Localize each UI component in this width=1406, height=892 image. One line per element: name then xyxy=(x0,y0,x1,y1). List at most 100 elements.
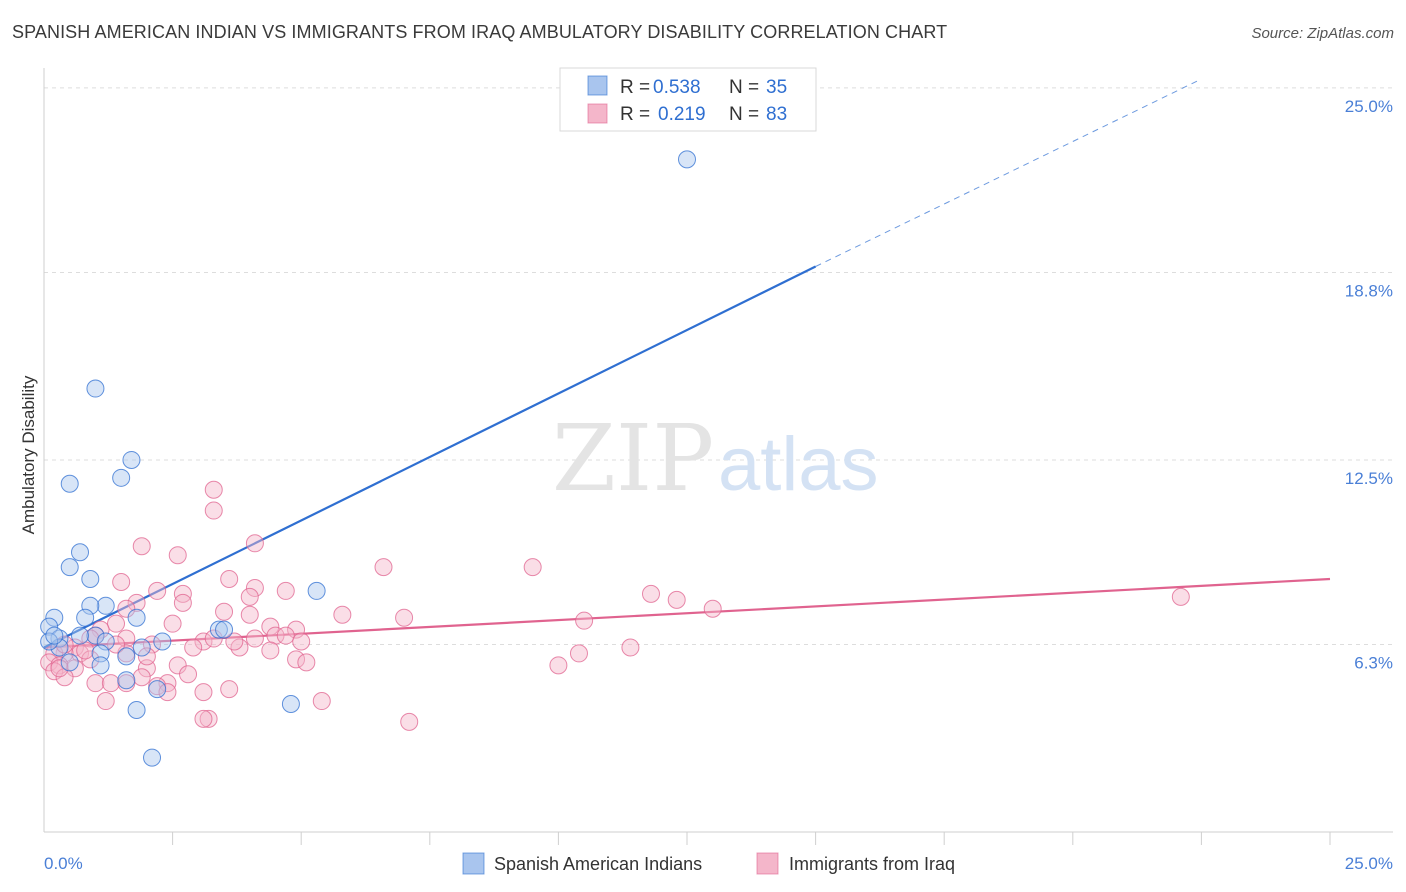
trendline-spanish-american-indians xyxy=(43,265,817,649)
legend-n-value-2: 83 xyxy=(766,104,787,125)
iraq-point-9 xyxy=(245,578,264,597)
iraq-point-5 xyxy=(374,558,393,577)
iraq-point-26 xyxy=(163,614,182,633)
iraq-point-71 xyxy=(158,683,177,702)
legend-r-value-2: 0.219 xyxy=(658,104,706,125)
legend-r-label-2: R = xyxy=(620,104,650,125)
iraq-point-55 xyxy=(168,656,187,675)
iraq-point-44 xyxy=(261,641,280,660)
y-axis-title: Ambulatory Disability xyxy=(19,375,38,534)
x-tick-label-right: 25.0% xyxy=(1345,854,1393,873)
iraq-point-8 xyxy=(220,570,239,589)
iraq-point-62 xyxy=(132,668,151,687)
spanish-american-indian-point-21 xyxy=(153,632,172,651)
iraq-point-63 xyxy=(50,659,69,678)
bottom-legend-label-pink: Immigrants from Iraq xyxy=(789,854,955,874)
iraq-point-69 xyxy=(194,683,213,702)
iraq-point-52 xyxy=(297,653,316,672)
iraq-point-29 xyxy=(287,620,306,639)
spanish-american-indian-point-19 xyxy=(209,620,228,639)
series-immigrants-from-iraq xyxy=(40,480,1190,731)
iraq-point-59 xyxy=(45,662,64,681)
iraq-point-23 xyxy=(333,605,352,624)
iraq-point-50 xyxy=(81,650,100,669)
legend-r-value-1: 0.538 xyxy=(653,77,701,98)
spanish-american-indian-point-13 xyxy=(45,608,64,627)
spanish-american-indian-point-33 xyxy=(40,632,59,651)
iraq-point-80 xyxy=(137,647,156,666)
iraq-point-51 xyxy=(287,650,306,669)
spanish-american-indian-point-32 xyxy=(143,748,162,767)
trendlines xyxy=(43,78,1331,649)
iraq-point-64 xyxy=(220,680,239,699)
iraq-point-56 xyxy=(549,656,568,675)
spanish-american-indian-point-20 xyxy=(215,620,234,639)
iraq-point-72 xyxy=(96,692,115,711)
iraq-point-25 xyxy=(575,611,594,630)
iraq-point-33 xyxy=(276,626,295,645)
iraq-point-22 xyxy=(240,605,259,624)
iraq-point-3 xyxy=(132,537,151,556)
spanish-american-indian-point-5 xyxy=(71,543,90,562)
spanish-american-indian-point-8 xyxy=(307,581,326,600)
iraq-point-17 xyxy=(173,593,192,612)
spanish-american-indian-point-18 xyxy=(71,626,90,645)
iraq-point-42 xyxy=(621,638,640,657)
spanish-american-indian-point-26 xyxy=(91,656,110,675)
iraq-point-13 xyxy=(641,584,660,603)
iraq-point-82 xyxy=(225,632,244,651)
iraq-point-18 xyxy=(127,593,146,612)
x-ticks xyxy=(172,832,1331,845)
watermark-atlas: atlas xyxy=(718,422,879,507)
legend-swatch-blue xyxy=(587,75,608,96)
chart-title: SPANISH AMERICAN INDIAN VS IMMIGRANTS FR… xyxy=(12,22,948,42)
watermark-zip: ZIP xyxy=(552,405,714,512)
y-tick-labels: 6.3% 12.5% 18.8% 25.0% xyxy=(1345,97,1393,673)
iraq-point-6 xyxy=(523,558,542,577)
iraq-point-68 xyxy=(101,674,120,693)
iraq-point-4 xyxy=(168,546,187,565)
spanish-american-indian-point-30 xyxy=(281,695,300,714)
iraq-point-10 xyxy=(276,581,295,600)
spanish-american-indian-point-2 xyxy=(122,450,141,469)
iraq-point-0 xyxy=(204,480,223,499)
iraq-point-78 xyxy=(184,638,203,657)
spanish-american-indian-point-3 xyxy=(60,474,79,493)
iraq-point-77 xyxy=(55,635,74,654)
iraq-point-20 xyxy=(703,599,722,618)
spanish-american-indian-point-25 xyxy=(60,653,79,672)
spanish-american-indian-point-24 xyxy=(117,647,136,666)
iraq-point-16 xyxy=(240,587,259,606)
spanish-american-indian-point-7 xyxy=(81,570,100,589)
bottom-legend-swatch-blue xyxy=(462,852,485,875)
legend-r-label-1: R = xyxy=(620,77,650,98)
legend-n-value-1: 35 xyxy=(766,77,787,98)
spanish-american-indian-point-0 xyxy=(678,150,696,169)
trendline-extension-spanish-american-indians xyxy=(815,78,1202,267)
iraq-point-76 xyxy=(400,712,419,731)
iraq-point-11 xyxy=(148,581,167,600)
source-note: Source: ZipAtlas.com xyxy=(1251,25,1394,42)
iraq-point-43 xyxy=(230,638,249,657)
spanish-american-indian-point-11 xyxy=(76,608,95,627)
iraq-point-14 xyxy=(667,590,686,609)
iraq-point-15 xyxy=(1171,587,1190,606)
legend-swatch-pink xyxy=(587,103,608,124)
iraq-point-39 xyxy=(81,629,100,648)
iraq-point-75 xyxy=(194,709,213,728)
iraq-point-24 xyxy=(395,608,414,627)
spanish-american-indian-point-10 xyxy=(81,596,100,615)
iraq-point-74 xyxy=(199,709,218,728)
spanish-american-indian-point-12 xyxy=(127,608,146,627)
iraq-point-21 xyxy=(215,602,234,621)
iraq-point-57 xyxy=(65,659,84,678)
spanish-american-indian-point-17 xyxy=(86,626,105,645)
spanish-american-indian-point-27 xyxy=(132,638,151,657)
series-spanish-american-indians xyxy=(40,150,696,767)
spanish-american-indian-point-34 xyxy=(45,626,64,645)
spanish-american-indian-point-29 xyxy=(148,680,167,699)
spanish-american-indian-point-9 xyxy=(96,596,115,615)
iraq-point-37 xyxy=(204,629,223,648)
iraq-point-27 xyxy=(107,614,126,633)
